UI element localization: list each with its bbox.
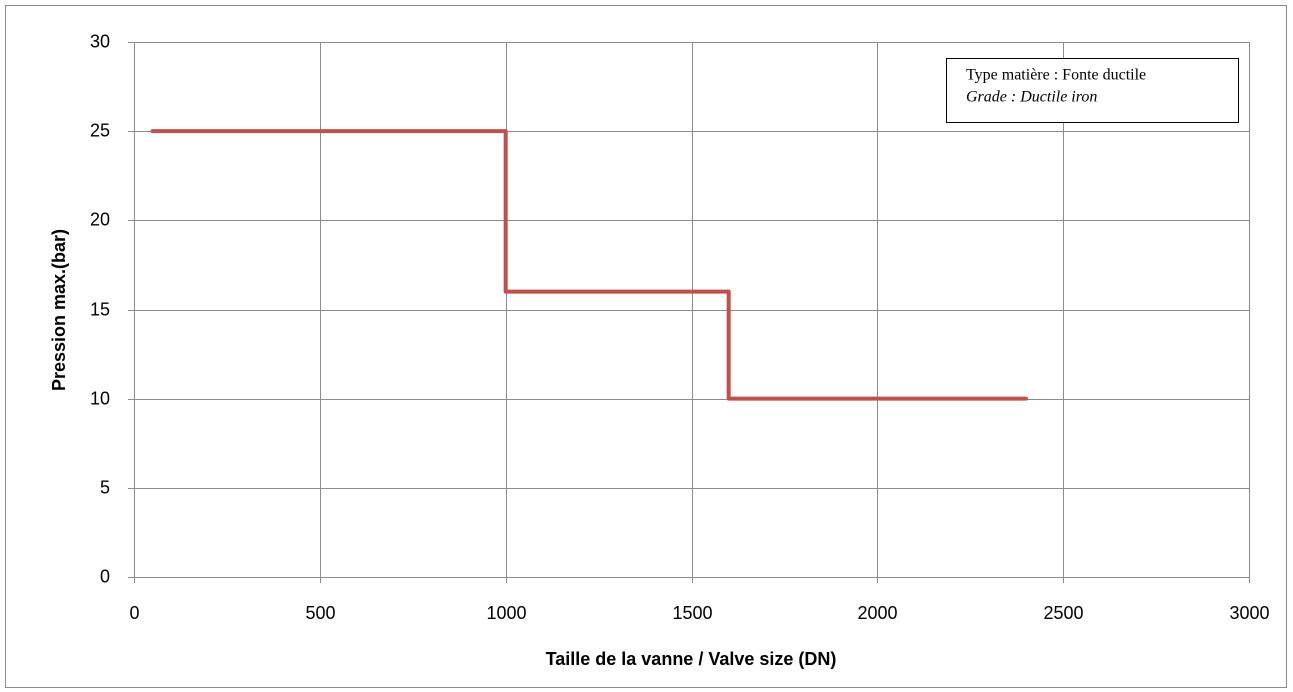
x-tick-label: 2500: [1043, 603, 1083, 623]
annotation-box: [946, 58, 1239, 123]
y-axis-label: Pression max.(bar): [49, 229, 69, 391]
grid: 0 5 10 15 20 25 30 0 500 1000 1500 2000 2500 3000: [90, 31, 1270, 623]
annotation: Type matière : Fonte ductile: [966, 67, 1146, 84]
x-tick-label: 3000: [1229, 603, 1269, 623]
x-tick-label: 1500: [672, 603, 712, 623]
x-tick-label: 0: [129, 603, 139, 623]
y-tick-label: 15: [90, 299, 110, 319]
y-tick-label: 25: [90, 120, 110, 140]
x-tick-label: 2000: [857, 603, 897, 623]
x-tick-label: 500: [305, 603, 335, 623]
series-line: [150, 129, 1028, 401]
y-tick-label: 10: [90, 388, 110, 408]
annotation: Grade : Ductile iron: [966, 89, 1097, 106]
y-tick-label: 20: [90, 209, 110, 229]
plot: [150, 129, 1028, 401]
y-tick-label: 30: [90, 31, 110, 51]
x-axis-label: Taille de la vanne / Valve size (DN): [546, 649, 837, 669]
x-tick-label: 1000: [486, 603, 526, 623]
y-tick-label: 5: [100, 477, 110, 497]
y-tick-label: 0: [100, 566, 110, 586]
